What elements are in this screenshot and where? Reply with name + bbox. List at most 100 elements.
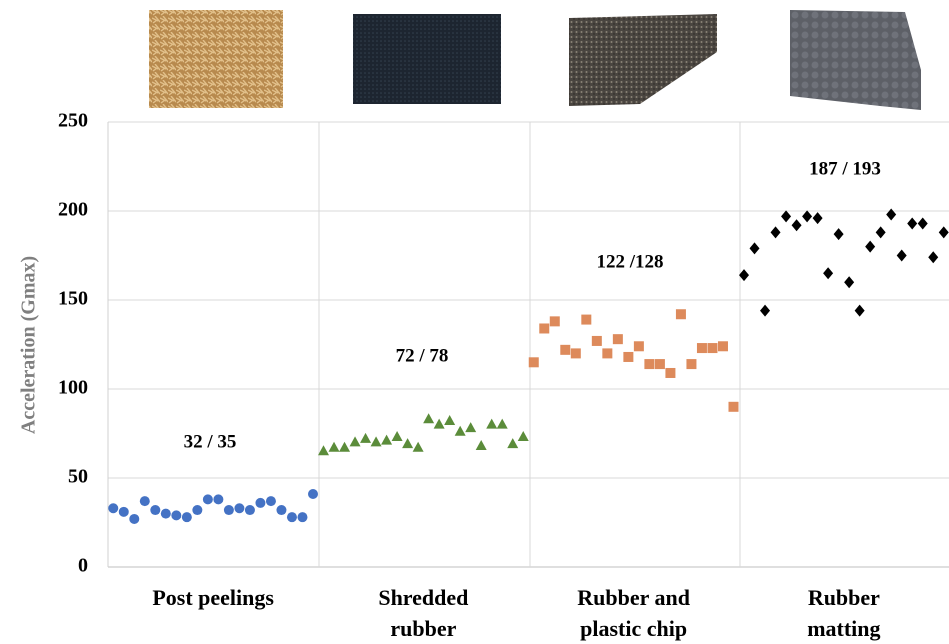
surface-photo — [353, 14, 501, 104]
point — [308, 489, 318, 499]
point — [297, 512, 307, 522]
point — [518, 431, 529, 441]
annotation: 187 / 193 — [809, 158, 881, 179]
point — [844, 276, 854, 288]
point — [550, 316, 560, 326]
point — [781, 210, 791, 222]
point — [350, 436, 361, 446]
y-tick-label: 100 — [58, 377, 88, 399]
point — [823, 267, 833, 279]
y-tick-label: 250 — [58, 110, 88, 132]
point — [371, 436, 382, 446]
point — [392, 431, 403, 441]
point — [907, 217, 917, 229]
point — [665, 368, 675, 378]
point — [339, 442, 350, 452]
point — [707, 343, 717, 353]
group-label: Post peelings — [145, 582, 281, 613]
point — [918, 217, 928, 229]
point — [813, 212, 823, 224]
point — [676, 309, 686, 319]
point — [245, 505, 255, 515]
point — [507, 438, 518, 448]
point — [855, 305, 865, 317]
point — [381, 435, 392, 445]
point — [928, 251, 938, 263]
point — [255, 498, 265, 508]
point — [497, 419, 508, 429]
point — [140, 496, 150, 506]
point — [571, 348, 581, 358]
point — [897, 250, 907, 262]
point — [287, 512, 297, 522]
point — [224, 505, 234, 515]
point — [592, 336, 602, 346]
point — [655, 359, 665, 369]
point — [613, 334, 623, 344]
point — [360, 433, 371, 443]
point — [644, 359, 654, 369]
point — [771, 226, 781, 238]
point — [539, 323, 549, 333]
point — [886, 209, 896, 221]
group-label: Shredded rubber — [355, 582, 491, 644]
chart: Acceleration (Gmax) 0 50 100 150 200 250 32 / … — [0, 0, 949, 641]
y-tick-label: 200 — [58, 199, 88, 221]
point — [444, 415, 455, 425]
page: {"chart_data": {"type": "scatter", "y_la… — [0, 0, 949, 641]
point — [213, 494, 223, 504]
point — [171, 510, 181, 520]
point — [182, 512, 192, 522]
point — [865, 241, 875, 253]
point — [266, 496, 276, 506]
group-label: Rubber and plastic chip — [566, 582, 702, 644]
annotation: 32 / 35 — [184, 431, 237, 452]
point — [728, 402, 738, 412]
point — [623, 352, 633, 362]
point — [276, 505, 286, 515]
point — [750, 242, 760, 254]
point — [802, 210, 812, 222]
point — [602, 348, 612, 358]
y-tick-label: 150 — [58, 288, 88, 310]
point — [108, 503, 118, 513]
point — [634, 341, 644, 351]
point — [329, 442, 340, 452]
point — [939, 226, 949, 238]
annotation: 72 / 78 — [396, 345, 449, 366]
point — [129, 514, 139, 524]
point — [192, 505, 202, 515]
point — [119, 507, 129, 517]
y-tick-label: 50 — [68, 466, 88, 488]
point — [423, 413, 434, 423]
point — [529, 357, 539, 367]
group-label: Rubber matting — [776, 582, 912, 644]
point — [739, 269, 749, 281]
point — [476, 440, 487, 450]
point — [203, 494, 213, 504]
point — [760, 305, 770, 317]
point — [234, 503, 244, 513]
surface-photo — [569, 14, 717, 106]
point — [560, 345, 570, 355]
point — [581, 315, 591, 325]
point — [876, 226, 886, 238]
point — [150, 505, 160, 515]
point — [686, 359, 696, 369]
point — [697, 343, 707, 353]
point — [455, 426, 466, 436]
surface-photo — [149, 10, 283, 108]
point — [402, 438, 413, 448]
point — [718, 341, 728, 351]
point — [318, 445, 329, 455]
point — [465, 422, 476, 432]
surface-photo — [790, 10, 921, 110]
y-tick-label: 0 — [78, 555, 88, 577]
point — [792, 219, 802, 231]
point — [486, 419, 497, 429]
point — [834, 228, 844, 240]
point — [161, 509, 171, 519]
point — [413, 442, 424, 452]
y-axis-label: Acceleration (Gmax) — [18, 256, 40, 434]
annotation: 122 /128 — [596, 251, 663, 272]
